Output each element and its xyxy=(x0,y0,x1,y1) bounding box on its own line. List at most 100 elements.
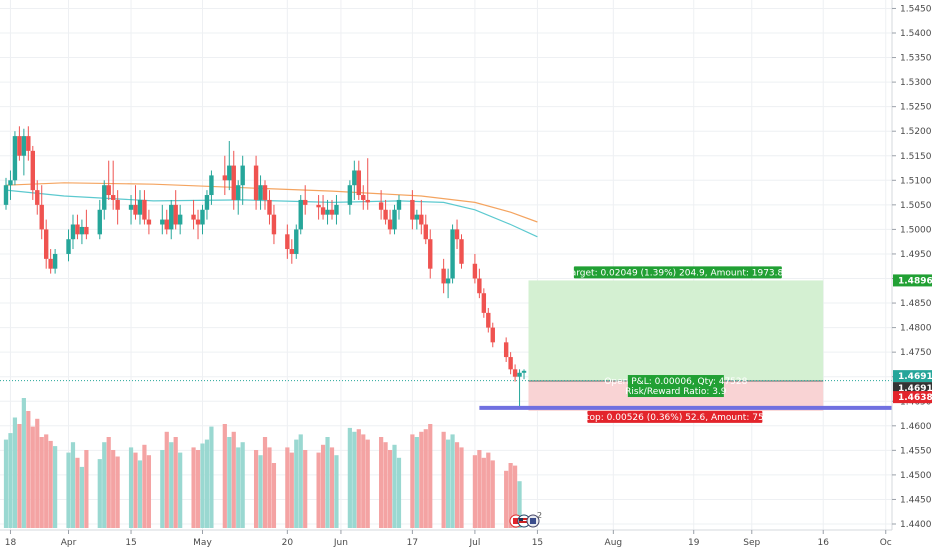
news-icon[interactable] xyxy=(526,514,540,528)
candle-body xyxy=(329,209,335,215)
price-tick-label: 1.45000 xyxy=(900,471,932,481)
volume-bar xyxy=(30,426,35,528)
candle-body xyxy=(294,229,299,254)
price-tick-label: 1.51500 xyxy=(900,152,932,162)
volume-bar xyxy=(392,444,397,528)
candle-body xyxy=(133,204,138,215)
candle-body xyxy=(30,150,35,191)
candle-body xyxy=(169,204,174,230)
candle-body xyxy=(320,207,326,215)
price-tick-label: 1.50500 xyxy=(900,201,932,211)
price-tick-label: 1.45500 xyxy=(900,446,932,456)
volume-bar xyxy=(383,442,388,528)
candle-body xyxy=(423,224,428,240)
candle-body xyxy=(365,199,370,203)
volume-bar xyxy=(44,434,49,528)
target-label: Target: 0.02049 (1.39%) 204.9, Amount: 1… xyxy=(566,266,789,279)
volume-bar xyxy=(75,457,80,528)
candle-body xyxy=(102,185,107,210)
candle-body xyxy=(503,342,509,358)
price-badge-label: 1.46386 xyxy=(898,393,932,403)
candle-body xyxy=(428,239,433,269)
volume-bar xyxy=(253,450,259,528)
volume-bar xyxy=(200,443,205,528)
volume-bar xyxy=(12,417,18,528)
candle-body xyxy=(236,185,241,200)
price-tick-label: 1.51000 xyxy=(900,176,932,186)
volume-bar xyxy=(66,452,71,528)
usa-flag-icon[interactable] xyxy=(517,514,531,528)
candle-body xyxy=(486,312,491,328)
candle-body xyxy=(128,204,134,210)
candle-body xyxy=(334,204,339,215)
volume-bar xyxy=(106,437,111,528)
volume-bar xyxy=(414,437,419,528)
volume-bar xyxy=(164,431,169,528)
candle-body xyxy=(204,195,210,210)
candle-body xyxy=(512,369,518,377)
time-tick-label: May xyxy=(193,538,212,548)
candle-body xyxy=(285,234,290,250)
target-label-text: Target: 0.02049 (1.39%) 204.9, Amount: 1… xyxy=(566,268,789,278)
volume-bar xyxy=(21,398,26,528)
candle-body xyxy=(517,372,522,377)
candle-body xyxy=(142,199,147,220)
candle-body xyxy=(177,214,183,225)
candle-body xyxy=(361,195,366,200)
candle-body xyxy=(43,229,49,259)
candle-body xyxy=(396,199,402,210)
time-tick-label: 16 xyxy=(818,538,830,548)
time-axis[interactable]: 18 Apr 15 May 20 Jun 17 Jul 15 Aug 19 Sep 16 Oc xyxy=(0,529,892,550)
volume-bar xyxy=(508,463,513,528)
volume-bar xyxy=(258,455,263,528)
candle-body xyxy=(227,165,232,181)
volume-bar xyxy=(222,424,227,528)
candle-body xyxy=(110,195,116,200)
price-tick-label: 1.50000 xyxy=(900,225,932,235)
volume-bar xyxy=(39,437,44,528)
candle-body xyxy=(472,263,478,279)
volume-bar xyxy=(240,442,245,528)
candle-body xyxy=(66,239,71,254)
price-tick-label: 1.47500 xyxy=(900,348,932,358)
candle-body xyxy=(3,185,9,205)
volume-bar xyxy=(450,434,455,528)
volume-bar xyxy=(477,450,482,528)
price-tick-label: 1.53000 xyxy=(900,78,932,88)
volume-bar xyxy=(334,455,339,528)
volume-bar xyxy=(298,434,303,528)
candle-body xyxy=(39,204,44,230)
candle-body xyxy=(410,199,415,220)
volume-bar xyxy=(227,437,232,528)
position-labels: Target: 0.02049 (1.39%) 204.9, Amount: 1… xyxy=(566,266,789,423)
candle-body xyxy=(445,278,451,284)
volume-bar xyxy=(325,437,330,528)
candles xyxy=(3,126,527,407)
volume-bar xyxy=(142,444,147,528)
candle-body xyxy=(84,226,89,235)
volume-bar xyxy=(137,460,143,528)
price-tick-label: 1.49500 xyxy=(900,250,932,260)
event-markers[interactable]: 2 xyxy=(509,511,542,528)
volume-bar xyxy=(472,455,478,528)
time-tick-label: Jun xyxy=(333,538,348,548)
price-badge-label: 1.46919 xyxy=(898,372,932,382)
candle-body xyxy=(70,224,76,240)
volume-bar xyxy=(195,450,201,528)
time-tick-label: Aug xyxy=(605,538,623,548)
volume-bar xyxy=(209,426,214,528)
volume-bar xyxy=(128,447,134,528)
volume-bar xyxy=(53,446,58,528)
candle-body xyxy=(160,219,165,225)
candle-body xyxy=(414,214,420,220)
volume-bar xyxy=(517,481,522,528)
time-tick-label: Jul xyxy=(468,538,480,548)
volume-bar xyxy=(428,424,433,528)
volume-bar xyxy=(379,437,384,528)
volume-bar xyxy=(387,450,393,528)
time-tick-label: Oc xyxy=(880,538,892,548)
volume-bar xyxy=(133,452,138,528)
volume-bar xyxy=(486,452,491,528)
candle-body xyxy=(75,224,80,235)
